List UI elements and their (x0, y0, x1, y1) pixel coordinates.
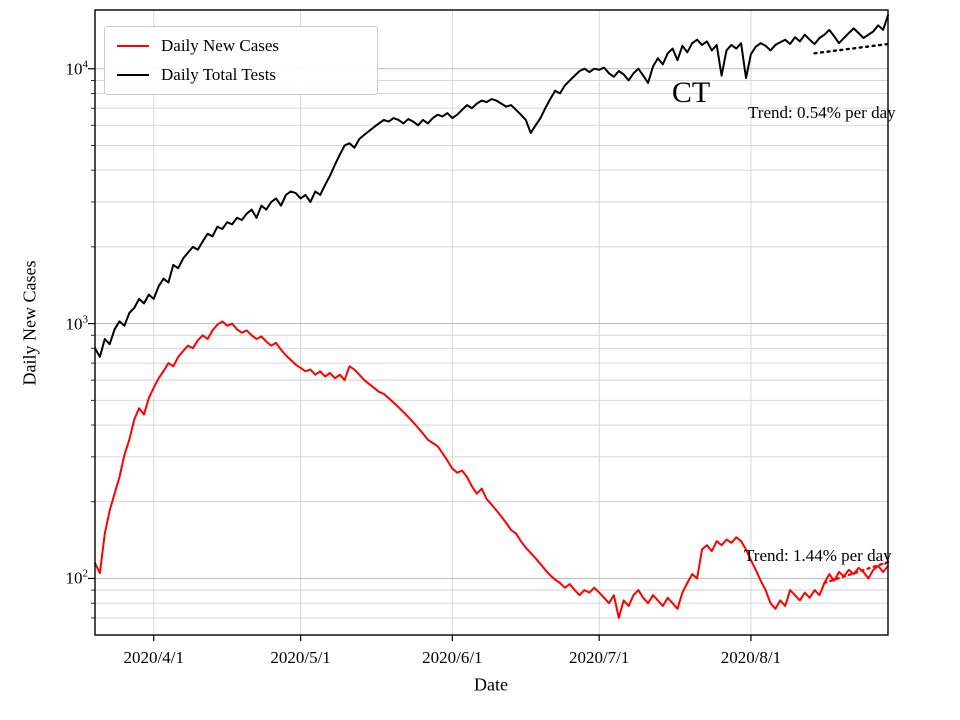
x-tick-label-may: 2020/5/1 (270, 648, 331, 667)
y-tick-base: 10 (65, 568, 83, 588)
y-axis-title: Daily New Cases (19, 260, 40, 386)
legend-item-daily-new-cases: Daily New Cases (117, 36, 365, 56)
y-tick-label-1e3: 103 (66, 313, 89, 334)
legend-label-daily-total-tests: Daily Total Tests (161, 65, 277, 84)
y-tick-exponent: 2 (82, 568, 89, 581)
y-tick-exponent: 3 (82, 313, 89, 326)
y-tick-base: 10 (65, 59, 83, 79)
black-line-swatch (117, 74, 149, 76)
x-axis-title: Date (474, 674, 508, 695)
x-tick-label-apr: 2020/4/1 (123, 648, 184, 667)
x-tick-label-aug: 2020/8/1 (720, 648, 782, 667)
tests-trend-label: Trend: 0.54% per day (748, 103, 896, 122)
legend: Daily New Cases Daily Total Tests (104, 26, 378, 95)
x-tick-label-jul: 2020/7/1 (568, 648, 630, 667)
y-tick-label-1e2: 102 (66, 568, 89, 589)
state-annotation: CT (671, 76, 711, 109)
red-line-swatch (117, 45, 149, 47)
cases-trend-label: Trend: 1.44% per day (744, 546, 892, 565)
x-tick-label-jun: 2020/6/1 (422, 648, 483, 667)
y-tick-exponent: 4 (82, 58, 89, 71)
y-tick-base: 10 (65, 313, 83, 333)
legend-item-daily-total-tests: Daily Total Tests (117, 65, 365, 85)
legend-label-daily-new-cases: Daily New Cases (161, 36, 280, 55)
y-tick-label-1e4: 104 (66, 58, 89, 79)
